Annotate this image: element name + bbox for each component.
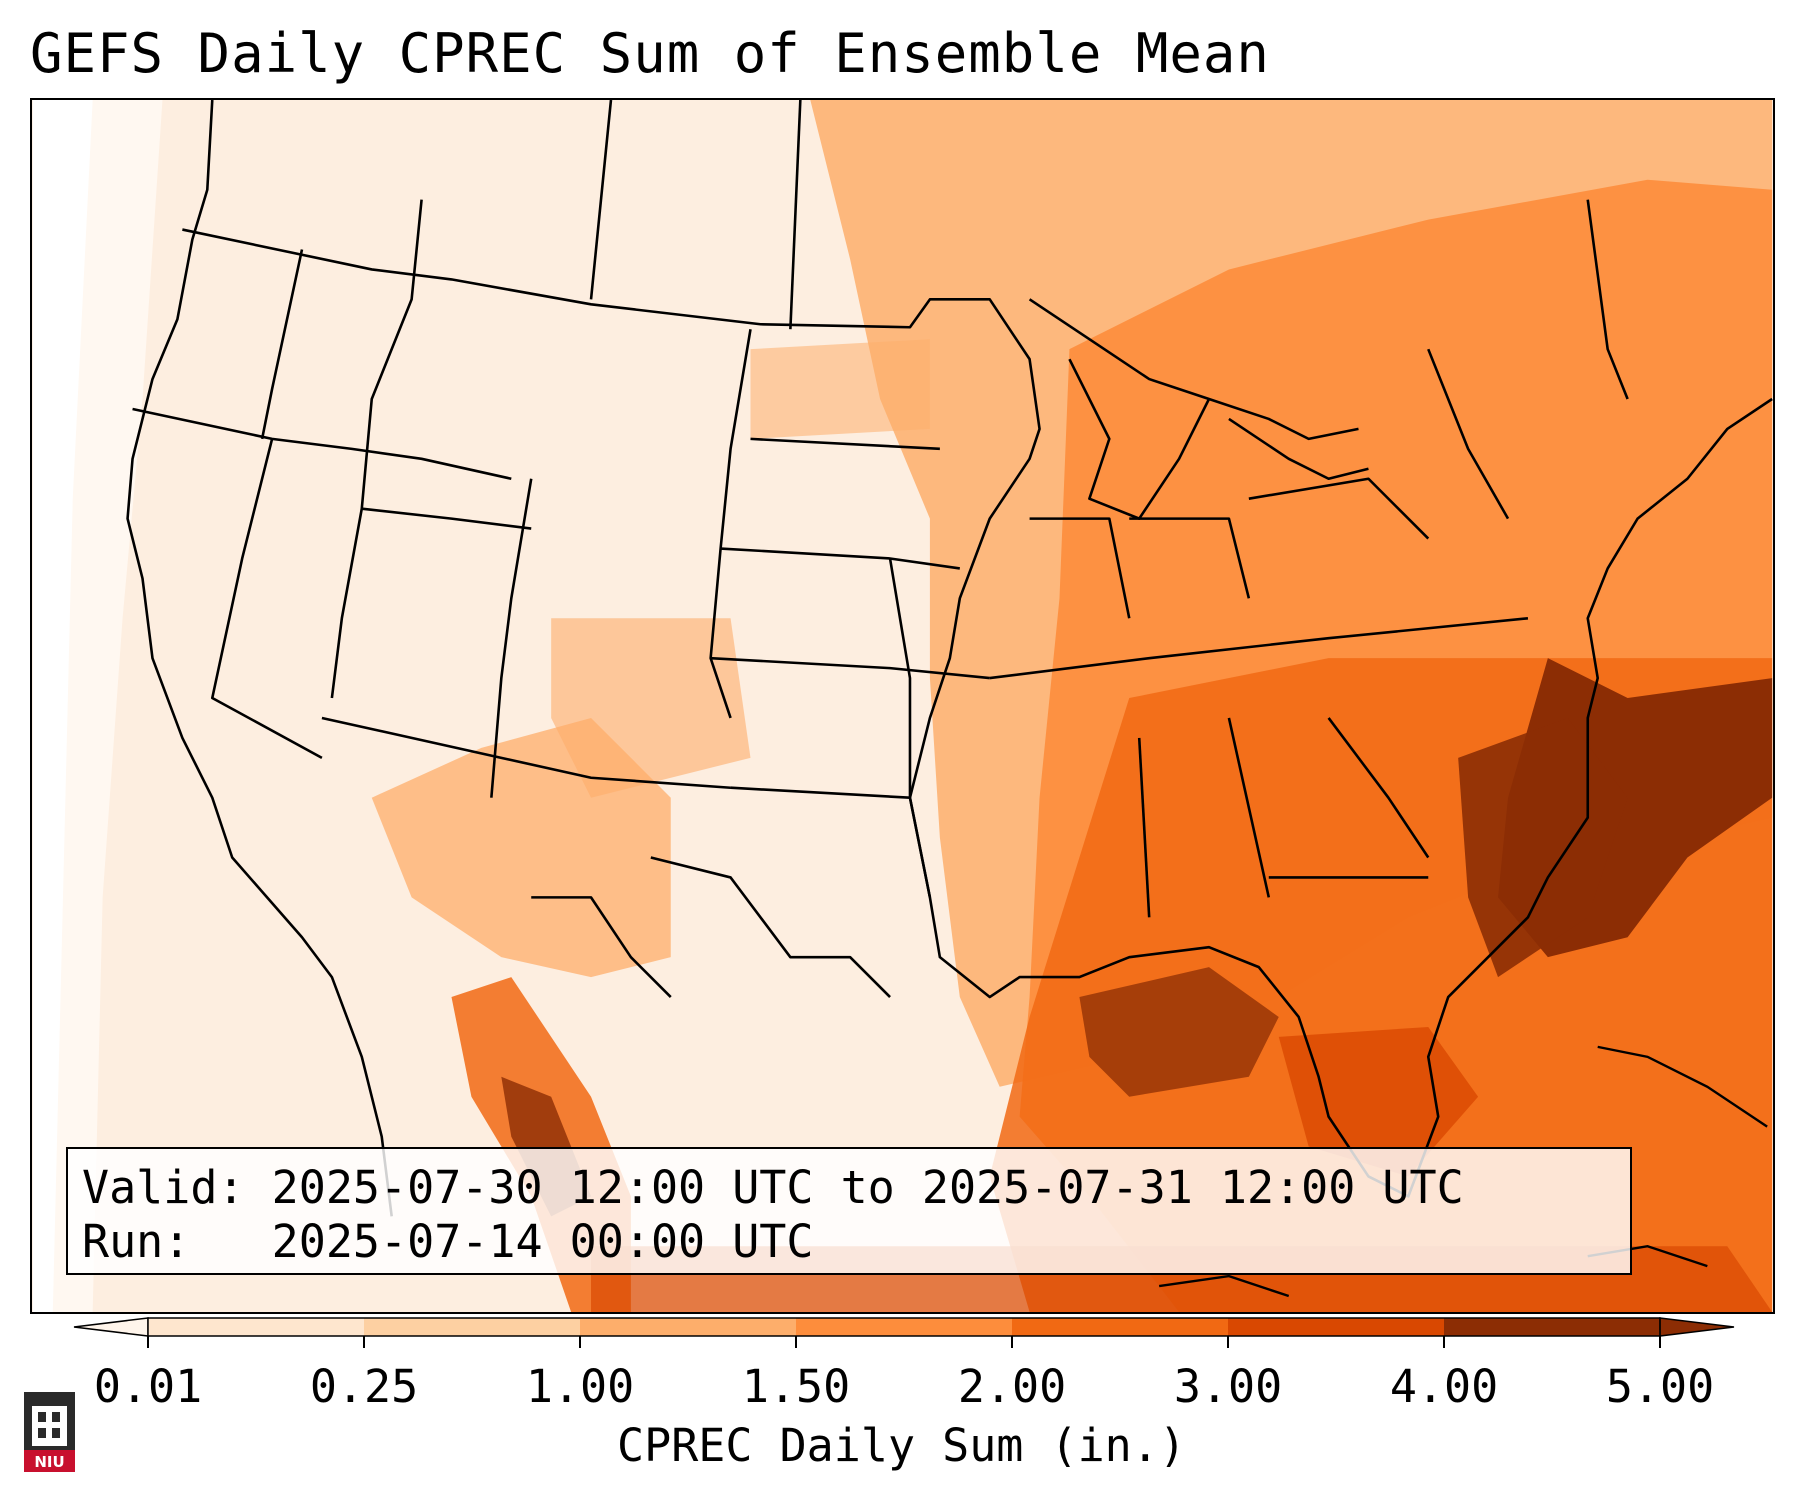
border-sd-ne xyxy=(750,437,940,451)
colorado-shading xyxy=(551,618,751,798)
cuba-outline xyxy=(1597,1045,1768,1128)
lake-michigan xyxy=(1068,358,1211,520)
border-maine xyxy=(1586,199,1629,400)
colorbar-tick-label: 1.50 xyxy=(741,1360,851,1413)
border-al-ga xyxy=(1227,717,1271,898)
logo-text: NIU xyxy=(34,1453,64,1471)
west-coastline xyxy=(126,100,393,1217)
border-ut-north xyxy=(361,507,532,530)
valid-time-text: Valid: 2025-07-30 12:00 UTC to 2025-07-3… xyxy=(82,1161,1464,1214)
border-az-nm xyxy=(321,716,731,790)
colorbar-tick-label: 2.00 xyxy=(957,1360,1067,1413)
border-nv-ca xyxy=(210,438,323,759)
colorbar-segment xyxy=(148,1318,364,1336)
run-time-text: Run: 2025-07-14 00:00 UTC xyxy=(82,1215,814,1268)
border-pa xyxy=(1248,477,1430,540)
colorbar-tick-label: 4.00 xyxy=(1389,1360,1499,1413)
border-wa-id xyxy=(260,249,304,440)
colorbar-segment xyxy=(580,1318,796,1336)
colorbar-segment xyxy=(1444,1318,1660,1336)
niu-logo: NIU xyxy=(24,1392,75,1472)
colorbar-extend-low xyxy=(73,1317,149,1337)
border-ut-co xyxy=(490,478,533,798)
border-in-oh xyxy=(1129,517,1251,599)
colorbar-segment xyxy=(1012,1318,1228,1336)
border-al-ms xyxy=(1137,737,1151,918)
border-tn-ky xyxy=(989,617,1529,680)
colorbar-label: CPREC Daily Sum (in.) xyxy=(617,1419,1186,1472)
colorbar-tick-label: 0.25 xyxy=(309,1360,419,1413)
map-title: GEFS Daily CPREC Sum of Ensemble Mean xyxy=(30,22,1270,85)
colorbar-segment xyxy=(364,1318,580,1336)
colorbar-segment xyxy=(796,1318,1012,1336)
outer-ocean-shading xyxy=(32,100,93,1312)
map-canvas xyxy=(32,100,1773,1312)
border-sc xyxy=(1327,717,1430,859)
border-ks-ok xyxy=(710,656,990,680)
state-borders xyxy=(126,100,1773,1217)
border-ne-ks xyxy=(720,547,960,570)
colorbar-tick-label: 3.00 xyxy=(1173,1360,1283,1413)
border-id-nv xyxy=(330,199,423,699)
us-outline xyxy=(182,228,1773,1198)
yucatan-outline xyxy=(1158,1274,1290,1298)
valid-run-box: Valid: 2025-07-30 12:00 UTC to 2025-07-3… xyxy=(66,1147,1632,1275)
colorbar-extend-high xyxy=(1659,1317,1735,1337)
colorbar-segment xyxy=(1228,1318,1444,1336)
border-or-ca xyxy=(132,407,512,481)
border-plains xyxy=(709,329,752,719)
colorbar-tick-label: 1.00 xyxy=(525,1360,635,1413)
atlantic-maximum-2 xyxy=(1458,717,1628,978)
texas-gulf-coast xyxy=(650,856,891,998)
logo-banner xyxy=(24,1450,75,1472)
border-tx-mexico xyxy=(531,896,672,998)
border-ok-tx xyxy=(730,786,911,799)
colorbar-tick-label: 0.01 xyxy=(93,1360,203,1413)
logo-tower xyxy=(32,1406,67,1446)
border-il-in xyxy=(1029,517,1131,619)
border-nd-mn xyxy=(789,100,802,330)
north-dakota-shading xyxy=(750,339,930,439)
border-mt-nd xyxy=(589,100,613,300)
border-ny xyxy=(1427,348,1510,520)
colorbar-border xyxy=(147,1317,1661,1337)
precipitation-map xyxy=(30,98,1775,1314)
border-mo-ar xyxy=(888,558,932,898)
lake-erie xyxy=(1228,417,1369,481)
gulf-maximum xyxy=(1079,967,1279,1097)
colorbar-tick-label: 5.00 xyxy=(1605,1360,1715,1413)
